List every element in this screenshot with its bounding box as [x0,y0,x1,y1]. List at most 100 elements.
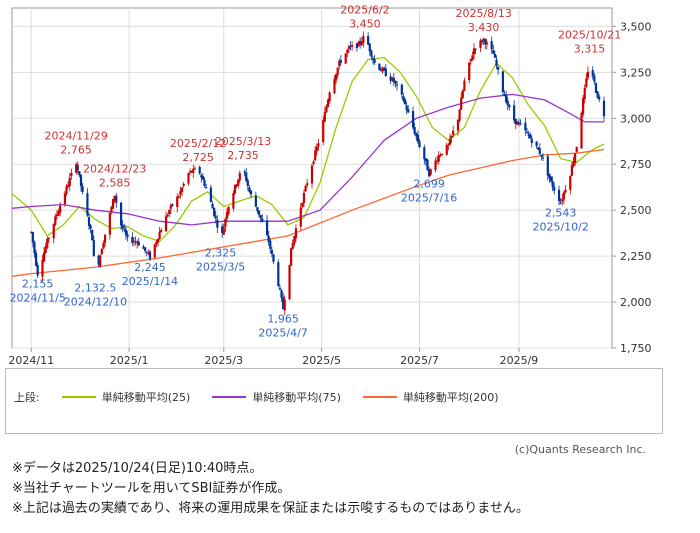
moving-average-layer [11,56,605,277]
candle-body [265,220,269,236]
candle-body [490,41,493,50]
candle-body [424,158,428,162]
candle-body [304,185,307,192]
axis-layer: 1,750 2,000 2,250 2,500 2,750 3,000 3,250 3,500… [8,20,651,365]
candle-body [383,67,386,71]
candle-body [267,235,270,243]
candle-body [123,228,126,230]
moving-average-line-200 [11,148,605,277]
y-tick-label: 3,500 [620,20,652,33]
candle-body [492,50,495,54]
annotation-layer: 2024/11/292,7652024/12/232,5852025/2/122… [9,4,621,340]
candle-body [582,97,585,115]
candle-body [469,58,472,62]
candle-body [76,165,79,171]
candle-body [171,204,174,206]
y-tick-label: 2,250 [620,250,652,263]
candle-body [110,207,113,213]
candle-body [277,262,280,286]
candle-body [394,80,397,84]
candle-body [472,48,476,55]
candle-body [111,199,115,209]
price-annotation: 2,765 [60,143,92,156]
candle-body [339,60,342,63]
candle-body [368,43,371,52]
candle-body [572,161,575,167]
candle-body [569,176,572,190]
price-annotation: 1,965 [267,312,299,325]
candle-body [132,241,136,243]
candle-body [169,205,172,209]
candle-body [145,252,148,254]
candle-body [325,106,328,113]
y-tick-label: 3,000 [620,112,652,125]
candle-body [55,214,59,216]
legend-prefix: 上段: [14,391,40,404]
candle-body [371,58,375,60]
candle-body [79,174,83,187]
candle-body [203,179,206,187]
candle-body [67,185,70,188]
moving-average-line-75 [11,93,604,226]
candle-body [546,156,549,176]
candle-body [551,181,554,188]
candle-body [450,135,453,138]
candle-body [190,170,193,173]
price-annotation: 3,315 [574,42,606,55]
candle-body [391,77,394,81]
price-annotation: 2024/11/5 [9,292,65,305]
x-tick-label: 2024/11 [8,354,54,365]
candle-body [505,94,508,103]
candle-body [180,187,184,192]
candle-body [519,123,522,125]
candle-body [362,35,365,44]
candle-body [57,211,60,216]
candle-body [403,99,407,105]
candle-body [461,90,464,98]
candle-body [243,171,246,173]
candle-body [148,251,152,259]
candle-body [153,244,156,258]
x-tick-label: 2025/1 [110,354,149,365]
x-tick-label: 2025/9 [500,354,539,365]
legend-box: 上段: 単純移動平均(25) 単純移動平均(75) 単純移動平均(200) [5,368,663,434]
candle-body [198,166,201,174]
candle-body [357,42,360,47]
candle-body [216,219,219,228]
candle-body [290,247,293,266]
price-annotation: 2024/12/10 [64,296,127,309]
candle-body [245,172,248,181]
candle-body [411,111,415,128]
candle-body [41,259,44,277]
candle-body [493,54,496,58]
candle-body [232,193,235,209]
candle-body [423,147,426,160]
candle-body [270,250,273,254]
candle-body [344,53,347,64]
price-annotation: 2025/3/13 [215,135,271,148]
candle-body [137,241,140,246]
candle-body [359,41,362,44]
candle-body [525,131,529,133]
candle-body [34,252,38,266]
candle-body [115,195,118,203]
candle-body [246,180,249,186]
candle-body [63,193,67,205]
price-annotation: 3,450 [349,18,381,31]
candle-body [293,236,296,244]
candle-body [402,96,405,101]
candle-body [485,42,488,45]
candle-body [447,144,450,146]
candle-body [235,184,238,187]
candle-body [562,192,565,200]
candle-body [549,176,553,182]
candle-body [367,36,370,45]
candle-body [192,168,195,173]
candle-body [294,228,298,238]
price-annotation: 2025/2/12 [170,137,226,150]
candle-body [166,215,169,217]
candle-body [99,255,102,267]
candle-body [575,147,578,152]
price-annotation: 2,699 [413,178,445,191]
legend-item-ma200: 単純移動平均(200) [362,389,499,405]
